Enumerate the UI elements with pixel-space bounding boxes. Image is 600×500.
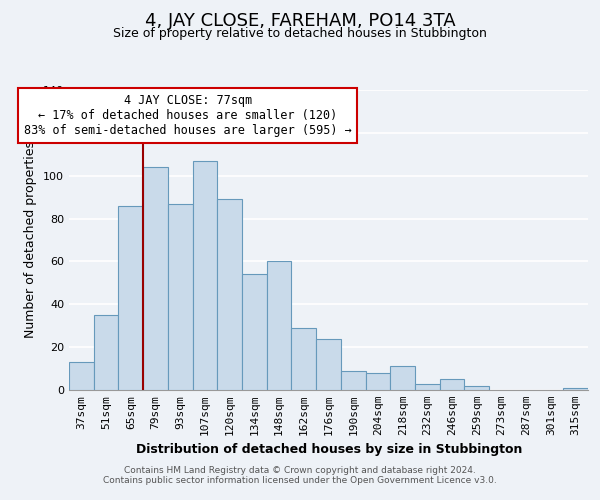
Bar bbox=[168, 204, 193, 390]
Bar bbox=[143, 167, 168, 390]
Bar bbox=[415, 384, 440, 390]
Bar bbox=[242, 274, 267, 390]
Text: Distribution of detached houses by size in Stubbington: Distribution of detached houses by size … bbox=[136, 442, 522, 456]
Bar bbox=[365, 373, 390, 390]
Bar bbox=[193, 160, 217, 390]
Bar bbox=[440, 380, 464, 390]
Bar bbox=[563, 388, 588, 390]
Text: 4, JAY CLOSE, FAREHAM, PO14 3TA: 4, JAY CLOSE, FAREHAM, PO14 3TA bbox=[145, 12, 455, 30]
Y-axis label: Number of detached properties: Number of detached properties bbox=[25, 142, 37, 338]
Bar bbox=[118, 206, 143, 390]
Bar bbox=[316, 338, 341, 390]
Bar bbox=[217, 200, 242, 390]
Bar bbox=[94, 315, 118, 390]
Bar bbox=[341, 370, 365, 390]
Bar bbox=[69, 362, 94, 390]
Text: 4 JAY CLOSE: 77sqm
← 17% of detached houses are smaller (120)
83% of semi-detach: 4 JAY CLOSE: 77sqm ← 17% of detached hou… bbox=[24, 94, 352, 138]
Bar bbox=[390, 366, 415, 390]
Bar bbox=[267, 262, 292, 390]
Text: Contains HM Land Registry data © Crown copyright and database right 2024.
Contai: Contains HM Land Registry data © Crown c… bbox=[103, 466, 497, 485]
Bar bbox=[464, 386, 489, 390]
Bar bbox=[292, 328, 316, 390]
Text: Size of property relative to detached houses in Stubbington: Size of property relative to detached ho… bbox=[113, 28, 487, 40]
